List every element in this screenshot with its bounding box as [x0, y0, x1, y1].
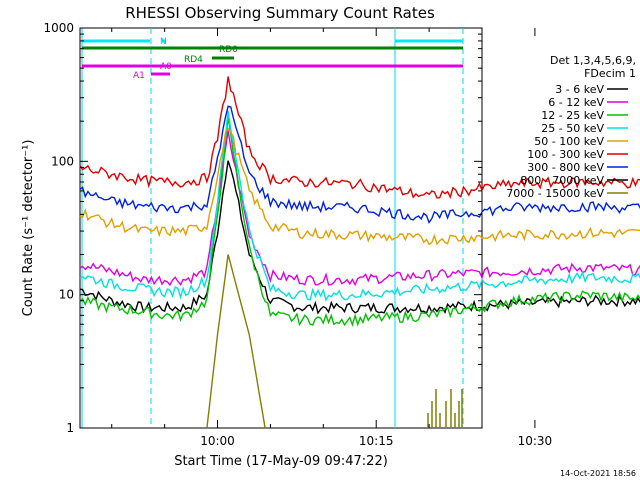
rd4-label: RD4: [184, 55, 203, 65]
observing-state-bars: N RD0 RD4 A0 A1: [81, 28, 464, 428]
rd0-label: RD0: [219, 45, 238, 55]
night-label: N: [160, 37, 167, 47]
y-tick-label: 10: [59, 288, 74, 302]
legend-entry-label: 50 - 100 keV: [534, 135, 604, 148]
legend-entry-label: 300 - 800 keV: [527, 161, 604, 174]
y-tick-label: 100: [51, 154, 74, 168]
legend-entry-label: 25 - 50 keV: [541, 122, 604, 135]
a1-label: A1: [133, 71, 145, 81]
high-energy-spikes: [427, 389, 463, 428]
series-line-4: [79, 127, 640, 246]
legend-header: Det 1,3,4,5,6,9,: [550, 54, 636, 67]
series-line-2: [79, 117, 640, 328]
footer-date: 14-Oct-2021 18:56: [560, 469, 636, 478]
legend-entry-label: 6 - 12 keV: [548, 96, 604, 109]
series-line-8: [206, 254, 266, 429]
y-tick-label: 1: [66, 421, 74, 435]
series-line-5: [79, 76, 640, 200]
a0-label: A0: [160, 62, 172, 72]
plot-frame: [79, 27, 483, 429]
series-line-3: [79, 110, 640, 302]
legend-header: FDecim 1: [584, 67, 636, 80]
series-line-1: [79, 130, 640, 287]
legend-entry-label: 12 - 25 keV: [541, 109, 604, 122]
x-tick-label: 10:00: [200, 434, 235, 448]
chart-title: RHESSI Observing Summary Count Rates: [125, 4, 435, 22]
y-axis: 1 10 100 1000: [43, 21, 482, 435]
x-axis-label: Start Time (17-May-09 09:47:22): [174, 454, 388, 469]
y-axis-label: Count Rate (s⁻¹ detector⁻¹): [21, 140, 36, 317]
legend-entry-label: 100 - 300 keV: [527, 148, 604, 161]
legend-entry-label: 7000 - 15000 keV: [506, 187, 604, 200]
series-group: [79, 76, 640, 429]
x-tick-label: 10:15: [359, 434, 394, 448]
x-tick-label: 10:30: [518, 434, 553, 448]
legend-entry-label: 3 - 6 keV: [555, 83, 604, 96]
legend-entry-label: 800 - 7000 keV: [520, 174, 604, 187]
y-tick-label: 1000: [43, 21, 74, 35]
series-line-6: [79, 105, 640, 224]
